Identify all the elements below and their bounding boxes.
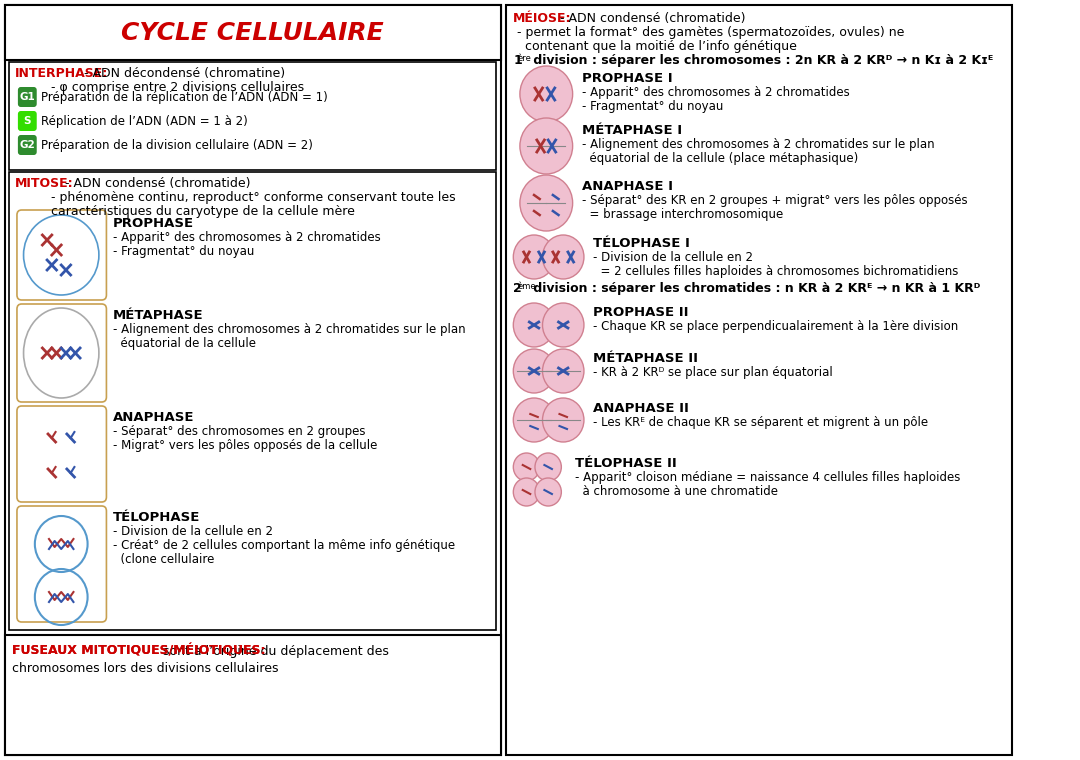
- Text: - Migrat° vers les pôles opposés de la cellule: - Migrat° vers les pôles opposés de la c…: [113, 439, 377, 452]
- Circle shape: [542, 349, 584, 393]
- Circle shape: [513, 398, 555, 442]
- Bar: [4, 5, 501, 60]
- Text: MÉTAPHASE: MÉTAPHASE: [113, 309, 204, 322]
- Text: Préparation de la réplication de l’ADN (ADN = 1): Préparation de la réplication de l’ADN (…: [41, 90, 328, 103]
- Text: - Division de la cellule en 2: - Division de la cellule en 2: [113, 525, 273, 538]
- Text: (clone cellulaire: (clone cellulaire: [113, 553, 215, 566]
- Text: - Alignement des chromosomes à 2 chromatides sur le plan: - Alignement des chromosomes à 2 chromat…: [582, 138, 934, 151]
- Circle shape: [513, 453, 540, 481]
- Circle shape: [535, 478, 562, 506]
- Text: ANAPHASE II: ANAPHASE II: [593, 402, 689, 415]
- Text: TÉLOPHASE I: TÉLOPHASE I: [593, 237, 690, 250]
- Text: - ADN décondensé (chromatine): - ADN décondensé (chromatine): [80, 67, 285, 80]
- Bar: [4, 5, 501, 755]
- Text: - Alignement des chromosomes à 2 chromatides sur le plan: - Alignement des chromosomes à 2 chromat…: [113, 323, 465, 336]
- Circle shape: [513, 478, 540, 506]
- Circle shape: [519, 175, 572, 231]
- Circle shape: [542, 398, 584, 442]
- Text: MÉTAPHASE II: MÉTAPHASE II: [593, 352, 699, 365]
- Circle shape: [513, 349, 555, 393]
- FancyBboxPatch shape: [18, 135, 37, 155]
- Text: FUSEAUX MITOTIQUES/MÉIOTIQUES:: FUSEAUX MITOTIQUES/MÉIOTIQUES:: [12, 645, 266, 658]
- Text: équatorial de la cellule (place métaphasique): équatorial de la cellule (place métaphas…: [582, 152, 859, 165]
- FancyBboxPatch shape: [17, 506, 107, 622]
- Text: - Apparit° des chromosomes à 2 chromatides: - Apparit° des chromosomes à 2 chromatid…: [113, 231, 381, 244]
- Text: équatorial de la cellule: équatorial de la cellule: [113, 337, 256, 350]
- Text: PROPHASE I: PROPHASE I: [582, 72, 673, 85]
- Text: - Les KRᴱ de chaque KR se séparent et migrent à un pôle: - Les KRᴱ de chaque KR se séparent et mi…: [593, 416, 929, 429]
- Circle shape: [513, 235, 555, 279]
- Text: à chromosome à une chromatide: à chromosome à une chromatide: [575, 485, 778, 498]
- Text: - KR à 2 KRᴰ se place sur plan équatorial: - KR à 2 KRᴰ se place sur plan équatoria…: [593, 366, 833, 379]
- Text: MITOSE:: MITOSE:: [15, 177, 73, 190]
- Text: G1: G1: [19, 92, 36, 102]
- Bar: [4, 635, 501, 755]
- Text: - Créat° de 2 cellules comportant la même info génétique: - Créat° de 2 cellules comportant la mêm…: [113, 539, 455, 552]
- Bar: [10, 62, 497, 170]
- Text: - Séparat° des KR en 2 groupes + migrat° vers les pôles opposés: - Séparat° des KR en 2 groupes + migrat°…: [582, 194, 968, 207]
- Text: = 2 cellules filles haploides à chromosomes bichromatidiens: = 2 cellules filles haploides à chromoso…: [593, 265, 959, 278]
- Text: ANAPHASE: ANAPHASE: [113, 411, 194, 424]
- Text: TÉLOPHASE: TÉLOPHASE: [113, 511, 201, 524]
- Text: G2: G2: [19, 140, 36, 150]
- FancyBboxPatch shape: [18, 87, 37, 107]
- Text: - ADN condensé (chromatide): - ADN condensé (chromatide): [62, 177, 251, 190]
- Text: Réplication de l’ADN (ADN = 1 à 2): Réplication de l’ADN (ADN = 1 à 2): [41, 115, 248, 128]
- Circle shape: [519, 118, 572, 174]
- Text: - Apparit° cloison médiane = naissance 4 cellules filles haploides: - Apparit° cloison médiane = naissance 4…: [575, 471, 960, 484]
- Text: INTERPHASE:: INTERPHASE:: [15, 67, 108, 80]
- Circle shape: [535, 453, 562, 481]
- Text: MÉIOSE:: MÉIOSE:: [513, 12, 571, 25]
- Text: Préparation de la division cellulaire (ADN = 2): Préparation de la division cellulaire (A…: [41, 138, 313, 151]
- Text: ème: ème: [517, 282, 536, 291]
- Text: TÉLOPHASE II: TÉLOPHASE II: [575, 457, 676, 470]
- Text: = brassage interchromosomique: = brassage interchromosomique: [582, 208, 783, 221]
- Circle shape: [542, 235, 584, 279]
- Text: 2: 2: [513, 282, 522, 295]
- Text: caractéristiques du caryotype de la cellule mère: caractéristiques du caryotype de la cell…: [15, 205, 355, 218]
- Text: - ADN condensé (chromatide): - ADN condensé (chromatide): [556, 12, 745, 25]
- Text: - Séparat° des chromosomes en 2 groupes: - Séparat° des chromosomes en 2 groupes: [113, 425, 365, 438]
- Circle shape: [519, 66, 572, 122]
- Text: - Fragmentat° du noyau: - Fragmentat° du noyau: [582, 100, 724, 113]
- FancyBboxPatch shape: [17, 210, 107, 300]
- Text: S: S: [24, 116, 31, 126]
- Text: - permet la format° des gamètes (spermatozoïdes, ovules) ne: - permet la format° des gamètes (spermat…: [513, 26, 905, 39]
- Text: division : séparer les chromosomes : 2n KR à 2 KRᴰ → n Kɪ à 2 Kɪᴱ: division : séparer les chromosomes : 2n …: [529, 54, 994, 67]
- Circle shape: [542, 303, 584, 347]
- Text: - φ comprise entre 2 divisions cellulaires: - φ comprise entre 2 divisions cellulair…: [15, 81, 305, 94]
- FancyBboxPatch shape: [17, 406, 107, 502]
- Text: CYCLE CELLULAIRE: CYCLE CELLULAIRE: [121, 21, 383, 45]
- FancyBboxPatch shape: [17, 304, 107, 402]
- Text: PROPHASE II: PROPHASE II: [593, 306, 689, 319]
- FancyBboxPatch shape: [18, 111, 37, 131]
- Text: 1: 1: [513, 54, 522, 67]
- Circle shape: [513, 303, 555, 347]
- Text: chromosomes lors des divisions cellulaires: chromosomes lors des divisions cellulair…: [12, 662, 279, 675]
- Text: - Fragmentat° du noyau: - Fragmentat° du noyau: [113, 245, 255, 258]
- Text: contenant que la moitié de l’info génétique: contenant que la moitié de l’info généti…: [513, 40, 797, 53]
- Text: - phénomène continu, reproduct° conforme conservant toute les: - phénomène continu, reproduct° conforme…: [15, 191, 456, 204]
- Text: PROPHASE: PROPHASE: [113, 217, 194, 230]
- Bar: [505, 5, 1012, 755]
- Bar: [10, 172, 497, 630]
- Text: - Division de la cellule en 2: - Division de la cellule en 2: [593, 251, 754, 264]
- Text: FUSEAUX MITOTIQUES/MÉIOTIQUES:: FUSEAUX MITOTIQUES/MÉIOTIQUES:: [12, 645, 266, 658]
- Text: MÉTAPHASE I: MÉTAPHASE I: [582, 124, 683, 137]
- Text: ANAPHASE I: ANAPHASE I: [582, 180, 673, 193]
- Text: sont à l’origine du déplacement des: sont à l’origine du déplacement des: [159, 645, 389, 658]
- Text: ère: ère: [517, 54, 531, 63]
- Text: - Chaque KR se place perpendicualairement à la 1ère division: - Chaque KR se place perpendicualairemen…: [593, 320, 959, 333]
- Text: - Apparit° des chromosomes à 2 chromatides: - Apparit° des chromosomes à 2 chromatid…: [582, 86, 850, 99]
- Text: division : séparer les chromatides : n KR à 2 KRᴱ → n KR à 1 KRᴰ: division : séparer les chromatides : n K…: [529, 282, 981, 295]
